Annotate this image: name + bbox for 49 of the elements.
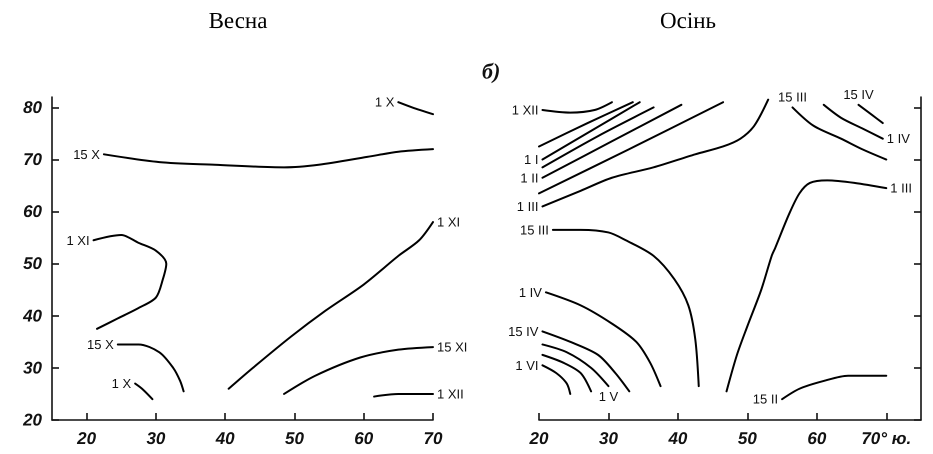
x-tick-label: 60 [807, 429, 827, 448]
line-series [102, 148, 434, 168]
series-label: 15 IV [843, 86, 874, 102]
series-label: 15 XI [437, 340, 468, 355]
line-series [283, 346, 434, 395]
y-tick-label: 80 [23, 98, 43, 117]
x-tick-label: 40 [214, 429, 236, 448]
series-label: 1 XII [437, 386, 464, 402]
series-label: 15 IV [508, 324, 539, 339]
series-label: 1 X [374, 94, 395, 110]
series-label: 15 X [73, 146, 100, 162]
x-tick-label: 70 [424, 429, 443, 448]
x-tick-label: 30 [598, 429, 618, 448]
series-label: 1 II [520, 170, 538, 186]
x-tick-label: 40 [667, 429, 688, 448]
chart-title: Весна [208, 8, 268, 33]
series-label: 1 VI [515, 358, 538, 373]
line-series [116, 343, 185, 392]
y-tick-label: 70 [23, 150, 43, 170]
series-label: 1 XI [66, 232, 90, 248]
series-label: 1 V [598, 389, 619, 404]
x-tick-label: 60 [354, 429, 374, 448]
text: б) [482, 58, 500, 84]
series-label: 1 X [112, 376, 132, 392]
series-label: 15 III [520, 222, 549, 238]
series-label: 1 I [524, 152, 538, 168]
x-tick-label: 30 [146, 429, 166, 448]
x-tick-label: 50 [738, 429, 758, 448]
series-label: 1 III [516, 198, 538, 214]
series-label: 15 III [778, 89, 807, 104]
x-tick-label: 50 [284, 429, 304, 448]
series-label: 15 X [87, 336, 114, 352]
series-label: 1 IV [886, 131, 910, 146]
line-series [92, 234, 168, 330]
y-tick-label: 60 [23, 202, 43, 222]
y-tick-label: 30 [23, 358, 43, 378]
line-series [228, 221, 434, 390]
y-tick-label: 50 [23, 254, 43, 274]
chart-title: Осінь [660, 8, 716, 33]
y-tick-label: 40 [22, 306, 43, 326]
series-label: 1 XI [437, 214, 460, 230]
x-tick-label: 70° ю. [861, 429, 912, 448]
series-label: 15 II [752, 392, 778, 407]
series-label: 1 III [890, 180, 912, 196]
series-label: 1 XII [512, 102, 538, 118]
y-tick-label: 20 [22, 410, 43, 430]
x-tick-label: 20 [528, 429, 549, 448]
x-tick-label: 20 [76, 429, 97, 448]
series-label: 1 IV [518, 284, 542, 300]
